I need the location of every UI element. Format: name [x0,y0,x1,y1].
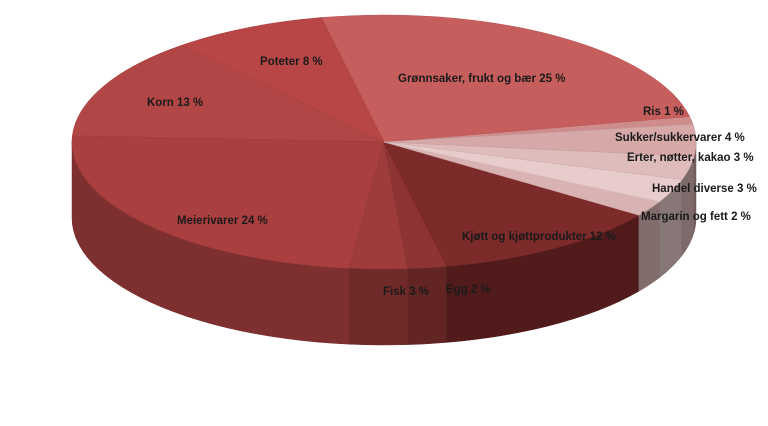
slice-label-ris: Ris 1 % [643,106,684,118]
pie-labels: Ris 1 % Grønnsaker, frukt og bær 25 % Po… [147,56,757,298]
slice-label-fisk: Fisk 3 % [383,286,429,298]
slice-label-sukker: Sukker/sukkervarer 4 % [615,132,745,144]
slice-label-meierivarer: Meierivarer 24 % [177,215,268,227]
slice-label-poteter: Poteter 8 % [260,56,323,68]
slice-side [407,266,447,345]
pie-depth [71,141,697,346]
slice-top [72,44,385,143]
pie-top [71,14,697,270]
slice-top [383,141,640,267]
slice-top [71,135,385,269]
slice-label-handel: Handel diverse 3 % [652,183,757,195]
slice-label-erter: Erter, nøtter, kakao 3 % [627,152,754,164]
slice-label-margarin: Margarin og fett 2 % [641,211,751,223]
slice-label-gronnsaker: Grønnsaker, frukt og bær 25 % [398,73,565,85]
slice-side [348,267,409,346]
slice-label-egg: Egg 2 % [446,284,491,296]
slice-top [383,123,697,157]
slice-top [181,17,385,143]
slice-top [320,14,691,143]
slice-label-korn: Korn 13 % [147,97,203,109]
slice-label-kjott: Kjøtt og kjøttprodukter 12 % [462,231,616,243]
